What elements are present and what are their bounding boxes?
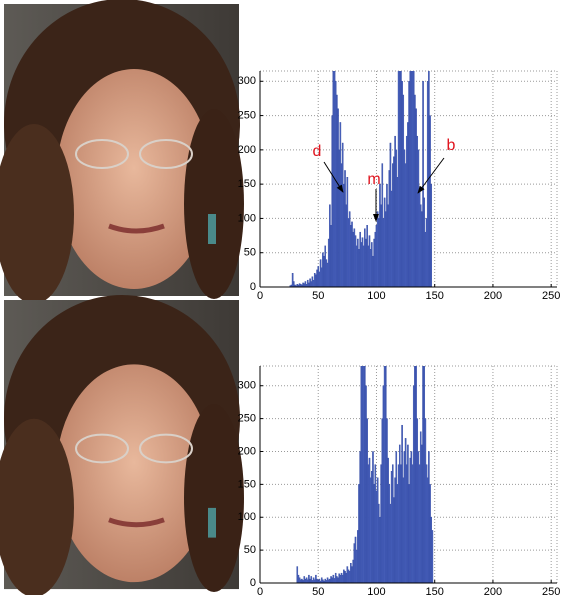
histogram: 0 50 100 150 200 250 300 0 50 100 150 200 250 d m b [238, 70, 560, 302]
y-tick-label: 200 [238, 144, 256, 156]
x-tick-label: 150 [426, 586, 444, 595]
x-tick-label: 200 [484, 586, 502, 595]
bar [430, 183, 432, 287]
y-tick-label: 0 [250, 577, 256, 589]
photo-processed [0, 295, 244, 595]
x-tick-label: 250 [542, 290, 560, 302]
annotation: b [447, 137, 456, 154]
annotation: d [313, 143, 322, 160]
x-tick-label: 100 [367, 586, 385, 595]
bar [310, 576, 313, 583]
y-tick-label: 250 [238, 413, 256, 425]
x-tick-label: 100 [367, 290, 385, 302]
x-tick-label: 50 [312, 586, 324, 595]
y-tick-label: 150 [238, 478, 256, 490]
bars [289, 71, 432, 287]
histogram: 0 50 100 150 200 250 300 0 50 100 150 200 250 [238, 365, 560, 595]
y-tick-label: 300 [238, 380, 256, 392]
photo-original [0, 0, 244, 304]
bar [296, 566, 299, 583]
y-tick-label: 300 [238, 75, 256, 87]
y-tick-label: 0 [250, 281, 256, 293]
x-tick-label: 50 [312, 290, 324, 302]
y-tick-label: 150 [238, 178, 256, 190]
bars [296, 366, 434, 583]
x-tick-label: 0 [257, 290, 263, 302]
y-tick-label: 250 [238, 109, 256, 121]
x-tick-label: 150 [426, 290, 444, 302]
x-tick-label: 0 [257, 586, 263, 595]
annotation-arrow [417, 157, 445, 194]
bar [431, 530, 434, 583]
y-tick-label: 100 [238, 212, 256, 224]
annotation: m [367, 171, 380, 188]
x-tick-label: 250 [542, 586, 560, 595]
annotation-arrow [323, 161, 344, 193]
x-tick-label: 200 [484, 290, 502, 302]
y-tick-label: 50 [244, 247, 256, 259]
y-tick-label: 200 [238, 445, 256, 457]
y-tick-label: 100 [238, 511, 256, 523]
y-tick-label: 50 [244, 544, 256, 556]
